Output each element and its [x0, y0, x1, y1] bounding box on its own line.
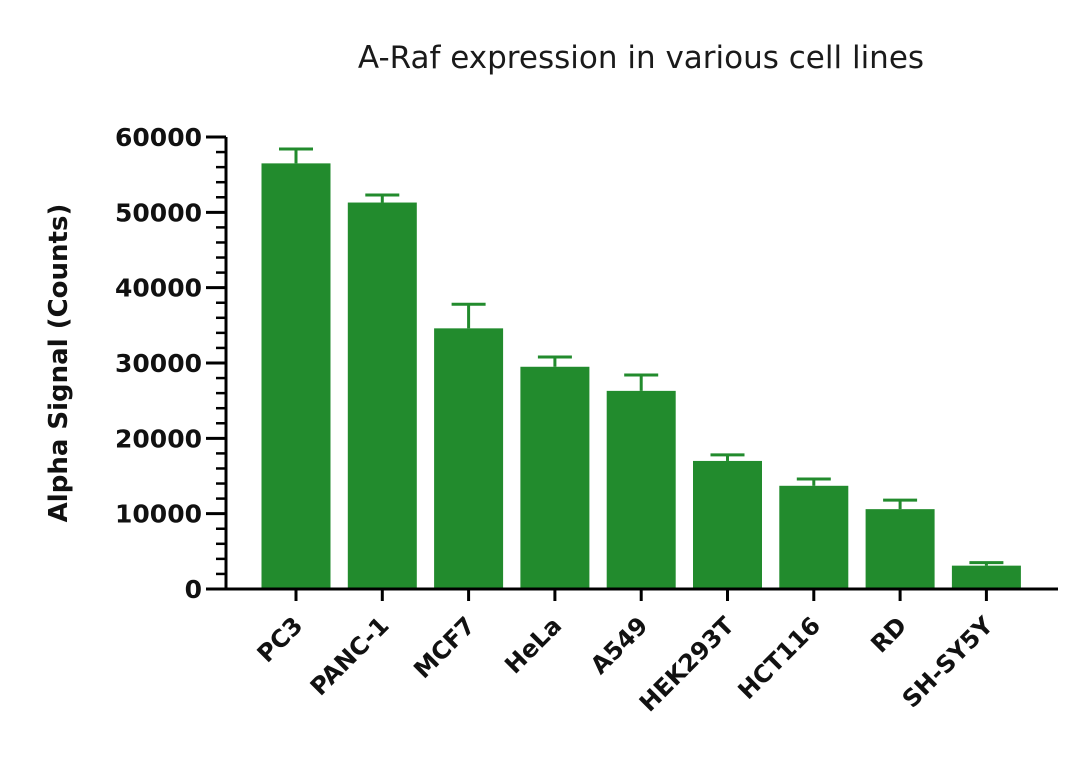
bar-PANC-1 [347, 202, 417, 590]
x-tick-label: PC3 [252, 611, 309, 668]
bar-MCF7 [434, 328, 504, 589]
y-tick-label: 50000 [115, 198, 202, 227]
x-tick-label: PANC-1 [305, 611, 395, 701]
bar-HCT116 [779, 485, 849, 589]
chart-title: A-Raf expression in various cell lines [358, 40, 924, 76]
x-tick-label: A549 [585, 611, 653, 679]
x-tick-label: HEK293T [634, 611, 740, 717]
y-tick-label: 40000 [115, 274, 202, 303]
bar-HEK293T [693, 460, 762, 589]
bar-PC3 [261, 163, 331, 589]
bar-SH-SY5Y [951, 565, 1021, 589]
bar-RD [865, 509, 935, 589]
bar-A549 [606, 390, 676, 589]
y-tick-label: 10000 [115, 500, 202, 529]
y-tick-label: 0 [185, 575, 202, 604]
x-tick-label: SH-SY5Y [897, 611, 999, 713]
y-tick-label: 60000 [115, 123, 202, 152]
y-ticks-group: 0 10000 20000 30000 40000 50000 60000 [115, 123, 202, 604]
y-tick-label: 20000 [115, 424, 202, 453]
axes-group [206, 135, 1058, 601]
bar-HeLa [520, 366, 590, 589]
x-tick-label: MCF7 [408, 611, 481, 684]
y-axis-label: Alpha Signal (Counts) [44, 204, 74, 523]
bars-group [261, 163, 1021, 590]
x-tick-label: RD [865, 611, 912, 658]
x-tick-label: HCT116 [733, 611, 826, 704]
error-bars-group [279, 147, 1004, 566]
x-tick-label: HeLa [499, 611, 567, 679]
y-tick-label: 30000 [115, 349, 202, 378]
